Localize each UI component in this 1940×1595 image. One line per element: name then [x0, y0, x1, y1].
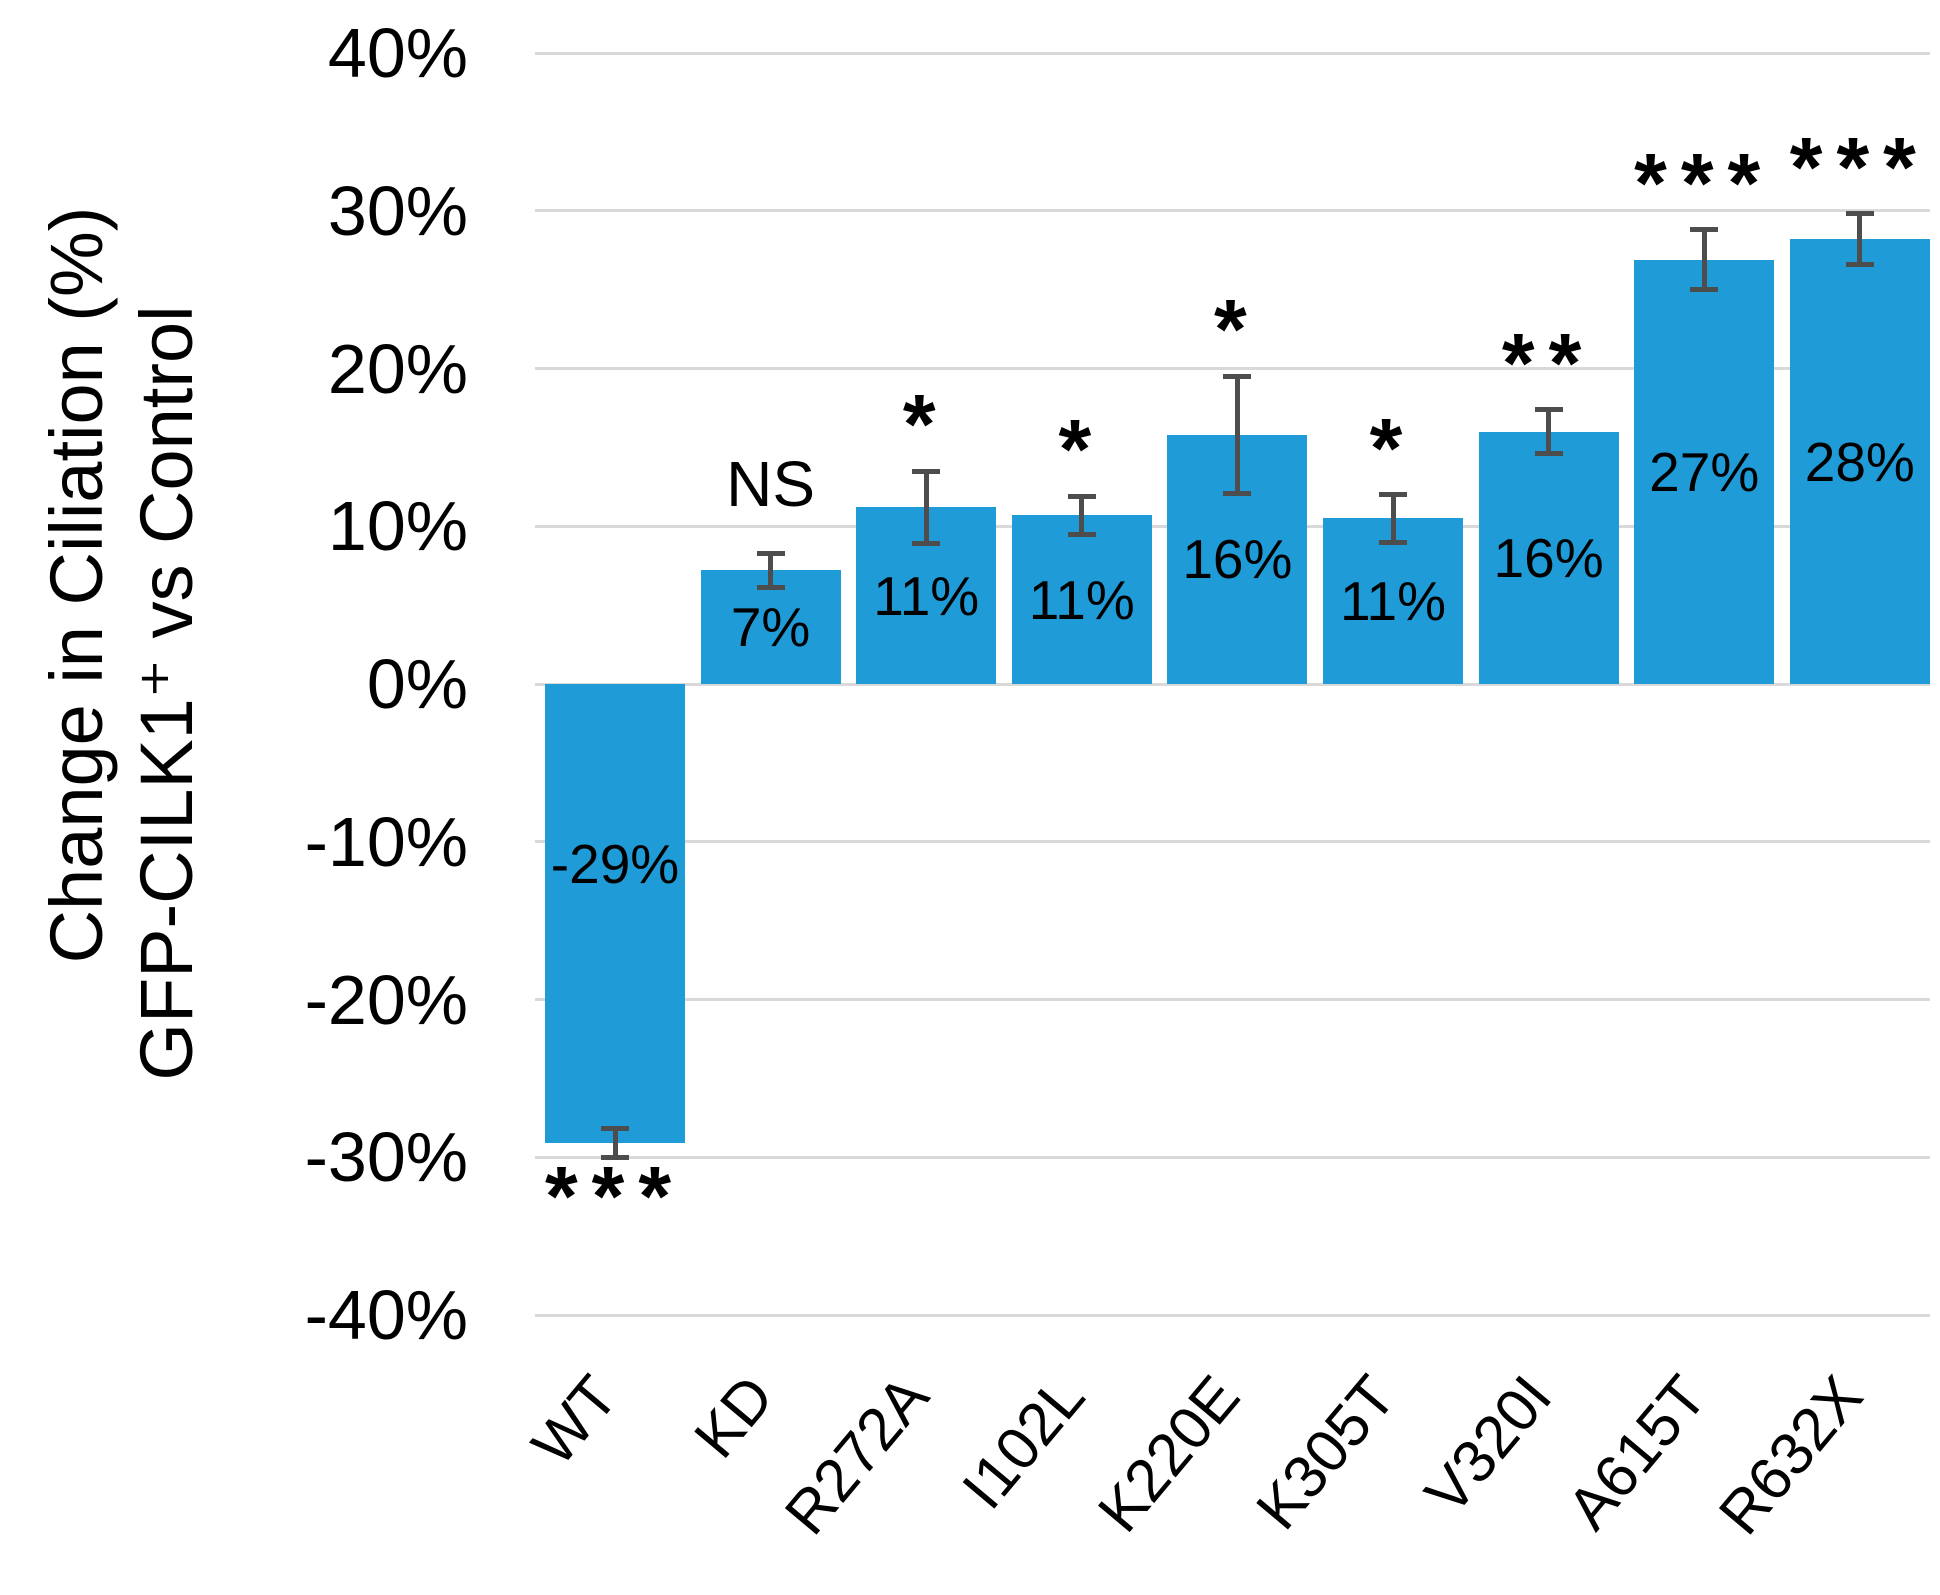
bar-value-label: 16% — [1182, 528, 1293, 591]
x-axis-category-label: WT — [518, 1363, 631, 1478]
error-bar — [1857, 213, 1863, 265]
error-bar-cap — [1534, 407, 1563, 412]
significance-label: *** — [1789, 119, 1930, 214]
significance-label: NS — [726, 448, 816, 521]
error-bar-cap — [601, 1126, 629, 1132]
bar-value-label: 11% — [873, 564, 980, 627]
bar-value-label: 16% — [1493, 526, 1604, 589]
y-axis-tick-label: -10% — [304, 802, 468, 881]
significance-label: *** — [544, 1149, 686, 1244]
error-bar — [1079, 496, 1085, 535]
y-axis-tick-label: -40% — [304, 1276, 468, 1354]
gridline — [535, 840, 1930, 844]
bar-value-label: 11% — [1340, 570, 1446, 633]
error-bar — [612, 1128, 618, 1158]
significance-label: * — [902, 377, 950, 472]
significance-label: *** — [1634, 135, 1775, 230]
bar-a615t — [1634, 259, 1775, 684]
gridline — [535, 998, 1930, 1001]
gridline — [535, 209, 1930, 213]
error-bar — [1390, 494, 1396, 542]
error-bar-cap — [1223, 373, 1252, 379]
y-axis-tick-label: 40% — [327, 14, 468, 92]
error-bar-cap — [912, 468, 941, 474]
gridline — [535, 1155, 1930, 1159]
y-axis-tick-label: -30% — [304, 1118, 468, 1197]
y-axis-tick-label: 20% — [327, 329, 468, 408]
error-bar — [923, 471, 929, 544]
gridline — [535, 367, 1930, 370]
error-bar-cap — [756, 550, 785, 556]
error-bar — [768, 553, 774, 588]
error-bar-cap — [1690, 287, 1719, 293]
y-axis-tick-label: 10% — [327, 487, 468, 566]
bar-wt — [545, 684, 685, 1144]
error-bar-cap — [1067, 531, 1096, 537]
bar-value-label: 28% — [1804, 430, 1915, 493]
significance-label: ** — [1501, 315, 1596, 410]
error-bar-cap — [1845, 211, 1874, 217]
error-bar — [1234, 376, 1240, 494]
error-bar — [1701, 229, 1707, 290]
x-axis-line — [535, 682, 1930, 686]
bar-value-label: 11% — [1028, 568, 1135, 631]
bar-i102l — [1011, 515, 1152, 684]
bar-v320i — [1478, 431, 1619, 684]
error-bar-cap — [1379, 539, 1407, 545]
error-bar-cap — [1845, 261, 1874, 267]
bar-value-label: 27% — [1649, 440, 1760, 503]
error-bar-cap — [1690, 227, 1719, 233]
error-bar-cap — [912, 541, 941, 547]
y-axis-tick-label: 30% — [327, 171, 468, 250]
y-axis-tick-label: -20% — [304, 960, 468, 1039]
significance-label: * — [1214, 282, 1261, 377]
error-bar-cap — [756, 585, 785, 591]
y-axis-tick-label: 0% — [366, 645, 468, 723]
error-bar — [1546, 409, 1552, 454]
gridline — [535, 51, 1930, 55]
significance-label: * — [1058, 402, 1106, 497]
bar-value-label: -29% — [550, 832, 680, 895]
error-bar-cap — [1534, 451, 1563, 457]
bar-value-label: 7% — [730, 596, 811, 659]
error-bar-cap — [1223, 490, 1252, 496]
error-bar-cap — [1067, 493, 1096, 499]
error-bar-cap — [601, 1154, 629, 1160]
significance-label: * — [1369, 400, 1417, 495]
gridline — [535, 1313, 1930, 1317]
bar-r632x — [1789, 239, 1930, 684]
error-bar-cap — [1379, 492, 1407, 498]
bar-k305t — [1323, 518, 1463, 684]
